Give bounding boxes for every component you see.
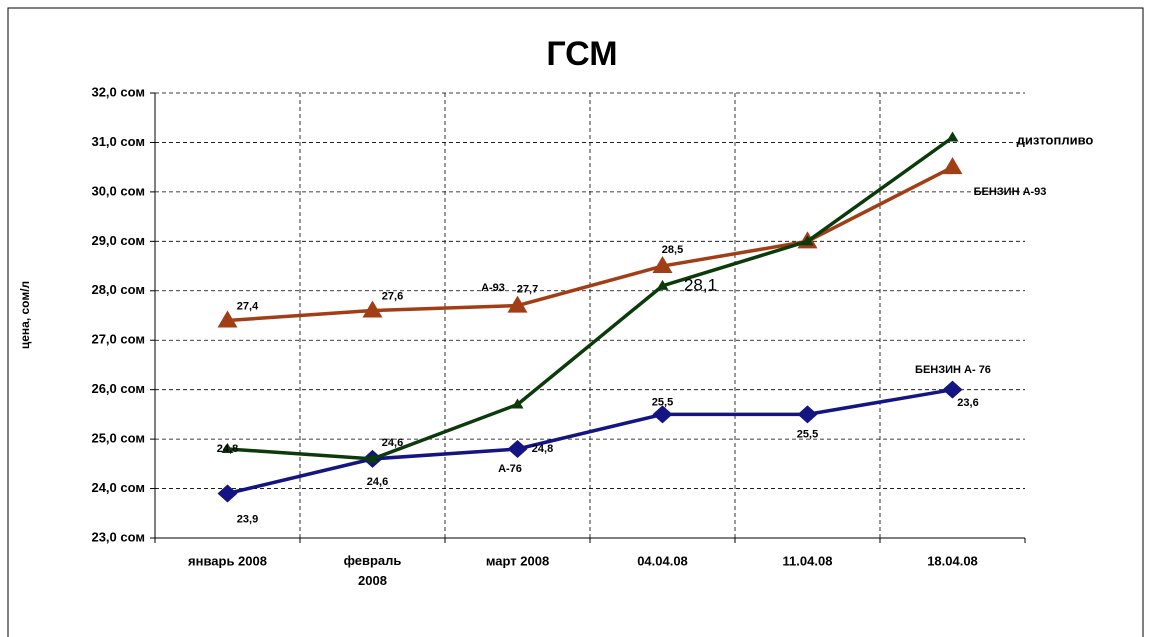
marker <box>217 484 238 503</box>
chart-frame <box>7 7 1144 637</box>
data-label: 27,6 <box>382 290 403 302</box>
marker <box>511 398 524 409</box>
data-label: 24,6 <box>367 476 388 488</box>
series-line <box>227 136 954 461</box>
y-tick-label: 29,0 сом <box>91 233 145 248</box>
data-label: 24,8 <box>217 443 238 455</box>
series-name: дизтопливо <box>1017 132 1094 147</box>
data-label: 28,1 <box>684 275 717 294</box>
marker <box>507 295 528 313</box>
y-tick-label: 28,0 сом <box>91 282 145 297</box>
marker <box>221 443 234 453</box>
marker <box>366 452 379 463</box>
series-line <box>227 387 953 496</box>
x-tick-label: март 2008 <box>486 553 549 568</box>
marker <box>652 405 673 424</box>
marker <box>217 310 238 328</box>
y-tick-label: 24,0 сом <box>91 480 145 495</box>
marker <box>942 157 963 175</box>
marker <box>801 235 814 246</box>
marker <box>652 256 673 274</box>
data-label: 23,9 <box>237 513 258 525</box>
series-line <box>227 165 954 323</box>
marker <box>507 440 528 458</box>
series-name: БЕНЗИН А-93 <box>974 186 1047 198</box>
data-label: 24,6 <box>382 437 403 449</box>
y-axis-title: цена, сом/л <box>18 281 32 349</box>
annotation: 23,6 <box>957 397 978 409</box>
y-tick-label: 30,0 сом <box>91 183 145 198</box>
data-label: 25,5 <box>652 396 673 408</box>
data-label: 27,4 <box>237 300 259 312</box>
y-tick-label: 26,0 сом <box>91 381 145 396</box>
chart-title: ГСМ <box>546 35 617 73</box>
data-label: 25,5 <box>797 428 818 440</box>
y-tick-label: 23,0 сом <box>91 529 145 544</box>
y-tick-label: 25,0 сом <box>91 431 145 446</box>
x-tick-label: 04.04.08 <box>637 553 688 568</box>
annotation: А-93 <box>481 282 505 294</box>
marker <box>797 405 818 424</box>
data-label: 28,5 <box>662 244 683 256</box>
data-label: 24,8 <box>532 443 553 455</box>
marker <box>942 380 963 399</box>
marker <box>946 131 959 142</box>
marker <box>656 279 669 290</box>
data-label: 27,7 <box>517 284 538 296</box>
annotation: А-76 <box>498 463 522 475</box>
x-tick-label: 18.04.08 <box>927 553 978 568</box>
x-tick-label: январь 2008 <box>188 553 267 568</box>
y-tick-label: 32,0 сом <box>91 84 145 99</box>
x-tick-label: февраль 2008 <box>344 553 402 588</box>
x-tick-label: 11.04.08 <box>783 553 833 568</box>
marker <box>362 300 383 318</box>
y-tick-label: 27,0 сом <box>91 332 145 347</box>
series-name: БЕНЗИН А- 76 <box>915 364 991 376</box>
y-tick-label: 31,0 сом <box>91 134 145 149</box>
